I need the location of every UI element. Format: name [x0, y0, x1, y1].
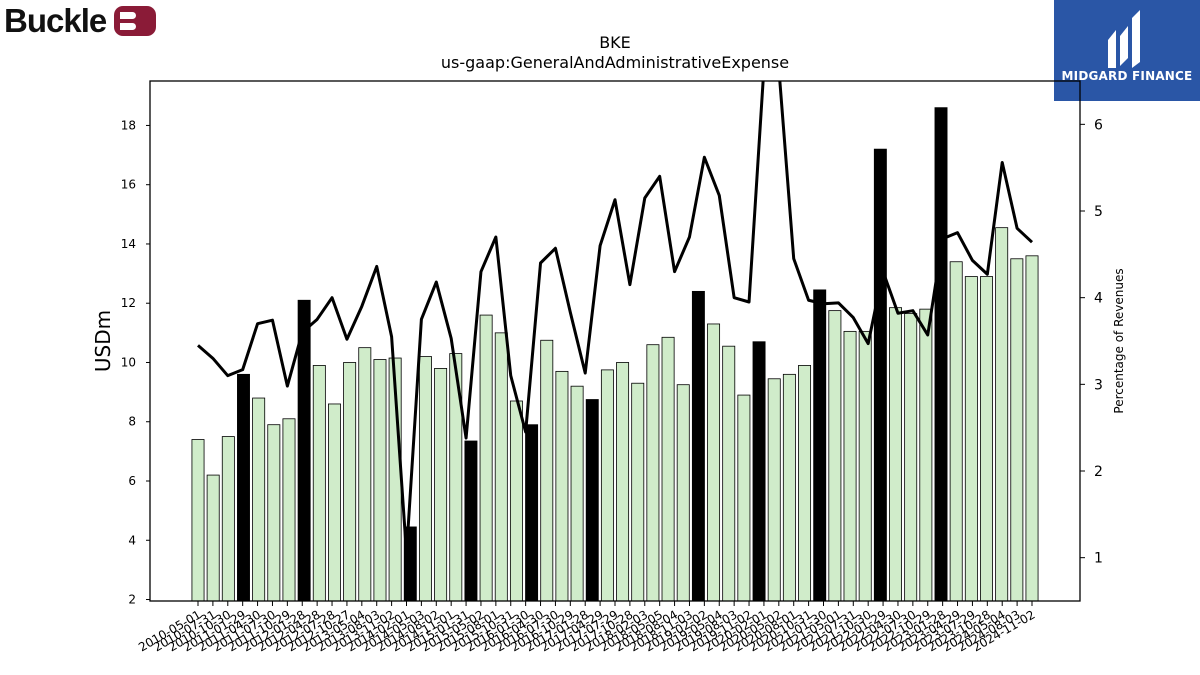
- bar: [873, 148, 887, 602]
- bar: [782, 373, 796, 602]
- y-tick-label: 16: [121, 178, 136, 192]
- bar: [494, 332, 508, 602]
- chart-title: BKE: [599, 33, 631, 52]
- bar: [798, 365, 812, 602]
- y2-tick-label: 4: [1094, 291, 1103, 307]
- bar: [858, 330, 872, 602]
- bar: [722, 345, 736, 602]
- bar: [358, 347, 372, 602]
- chart-subtitle: us-gaap:GeneralAndAdministrativeExpense: [441, 53, 789, 72]
- bar: [767, 378, 781, 602]
- bar: [843, 330, 857, 602]
- bar: [828, 310, 842, 602]
- bar: [616, 362, 630, 602]
- bar: [343, 362, 357, 602]
- bar: [1025, 255, 1039, 602]
- y-axis-label: USDm: [91, 310, 115, 372]
- bar: [525, 424, 539, 602]
- bar: [585, 399, 599, 602]
- bar: [934, 107, 948, 602]
- y-tick-label: 4: [128, 533, 136, 547]
- bar: [191, 439, 205, 602]
- bar: [328, 403, 341, 602]
- line-series: [197, 81, 1034, 555]
- buckle-logo: Buckle: [4, 2, 157, 39]
- bar: [252, 397, 266, 602]
- bar: [540, 339, 554, 602]
- bar: [221, 436, 235, 602]
- y-tick-label: 10: [121, 355, 136, 369]
- bar: [813, 289, 827, 602]
- bar: [904, 313, 918, 602]
- bar: [206, 474, 220, 602]
- y-tick-label: 8: [128, 415, 136, 429]
- buckle-logo-badge: [114, 6, 157, 36]
- x-axis: 2010-05-012010-07-312010-10-302011-01-29…: [136, 601, 1038, 654]
- y2-tick-label: 2: [1094, 464, 1103, 480]
- bar: [995, 227, 1009, 602]
- y-axis-right: 1 2 3 4 5 6: [1080, 117, 1103, 567]
- bar: [600, 369, 614, 602]
- y2-axis-label: Percentage of Revenues: [1112, 268, 1126, 413]
- bar: [949, 261, 963, 602]
- bar: [267, 424, 281, 602]
- y2-tick-label: 6: [1094, 117, 1103, 133]
- bar: [646, 344, 660, 602]
- bar: [373, 359, 387, 602]
- bar-series: [191, 107, 1039, 602]
- bar: [509, 400, 523, 602]
- bar: [661, 336, 675, 602]
- y-tick-label: 12: [121, 296, 136, 310]
- y-axis-left: 2 4 6 8 10 12 14 16 18: [121, 118, 150, 607]
- midgard-finance-logo: MIDGARD FINANCE: [1054, 0, 1200, 101]
- bar: [964, 276, 978, 602]
- percentage-line: [197, 81, 1034, 555]
- y-tick-label: 14: [121, 237, 136, 251]
- y-tick-label: 6: [128, 474, 136, 488]
- bar: [980, 276, 993, 602]
- y2-tick-label: 1: [1094, 551, 1103, 567]
- bar: [282, 418, 296, 602]
- y2-tick-label: 5: [1094, 204, 1103, 220]
- bar: [434, 368, 448, 602]
- bar: [464, 440, 478, 602]
- bar: [631, 382, 645, 602]
- y2-tick-label: 3: [1094, 377, 1103, 393]
- bar: [418, 356, 432, 602]
- bar: [889, 307, 902, 602]
- midgard-logo-mark-icon: [1108, 10, 1140, 68]
- bar: [919, 308, 933, 602]
- bar: [752, 341, 766, 602]
- midgard-logo-text: MIDGARD FINANCE: [1061, 69, 1193, 83]
- bar: [1010, 258, 1024, 602]
- bar: [555, 370, 569, 602]
- bar: [676, 384, 690, 602]
- y-tick-label: 18: [121, 118, 136, 132]
- bar: [479, 314, 493, 602]
- buckle-logo-text: Buckle: [4, 2, 107, 39]
- y-tick-label: 2: [128, 593, 136, 607]
- bar: [312, 365, 326, 602]
- bar: [570, 385, 584, 602]
- bar: [707, 323, 721, 602]
- bar: [691, 290, 705, 602]
- bar: [237, 373, 250, 602]
- bar: [737, 394, 751, 602]
